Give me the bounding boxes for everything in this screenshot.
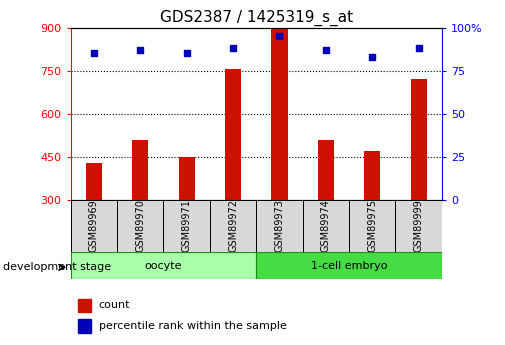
Point [183, 51, 191, 56]
Point [229, 46, 237, 51]
Text: GSM89999: GSM89999 [414, 200, 424, 252]
Bar [86, 163, 102, 200]
Bar [71, 252, 257, 279]
Bar [78, 299, 91, 312]
Text: GSM89974: GSM89974 [321, 199, 331, 253]
Point [90, 51, 98, 56]
Bar [71, 200, 117, 252]
Bar [257, 200, 302, 252]
Text: 1-cell embryo: 1-cell embryo [311, 261, 387, 270]
Bar [318, 140, 334, 200]
Bar [132, 140, 148, 200]
Bar [364, 151, 380, 200]
Bar [78, 319, 91, 333]
Bar [179, 157, 195, 200]
Text: GSM89975: GSM89975 [367, 199, 377, 253]
Title: GDS2387 / 1425319_s_at: GDS2387 / 1425319_s_at [160, 10, 353, 26]
Text: GSM89973: GSM89973 [275, 199, 284, 253]
Text: development stage: development stage [3, 263, 111, 272]
Text: GSM89969: GSM89969 [89, 200, 99, 252]
Bar [117, 200, 164, 252]
Bar [271, 28, 288, 200]
Bar [302, 200, 349, 252]
Text: GSM89970: GSM89970 [135, 199, 145, 253]
Point [415, 46, 423, 51]
Point [368, 54, 376, 60]
Text: GSM89972: GSM89972 [228, 199, 238, 253]
Bar [411, 79, 427, 200]
Text: count: count [98, 300, 130, 310]
Text: oocyte: oocyte [145, 261, 182, 270]
Bar [349, 200, 395, 252]
Point [275, 33, 283, 39]
Point [136, 47, 144, 53]
Bar [257, 252, 442, 279]
Point [322, 47, 330, 53]
Bar [164, 200, 210, 252]
Bar [395, 200, 442, 252]
Text: percentile rank within the sample: percentile rank within the sample [98, 321, 286, 331]
Bar [210, 200, 257, 252]
Bar [225, 69, 241, 200]
Text: GSM89971: GSM89971 [182, 199, 192, 253]
